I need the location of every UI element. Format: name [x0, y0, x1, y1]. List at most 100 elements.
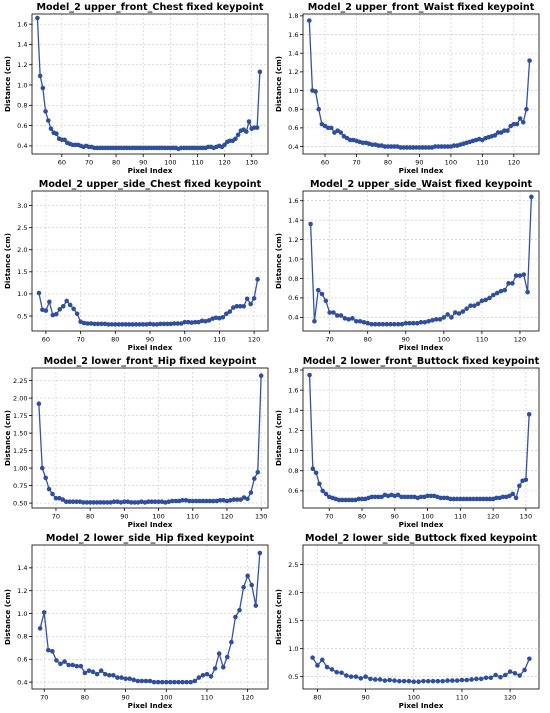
data-point	[192, 678, 198, 684]
data-point	[492, 133, 498, 138]
y-tick-label: 1.0	[288, 87, 298, 95]
y-tick-label: 0.5	[288, 673, 298, 681]
data-point	[85, 321, 90, 326]
data-point	[36, 401, 42, 407]
data-point	[169, 498, 175, 504]
data-point	[520, 119, 526, 125]
y-tick-label: 1.6	[17, 20, 27, 28]
data-point	[188, 679, 193, 685]
data-point	[200, 498, 206, 504]
data-point	[432, 144, 438, 149]
x-tick-label: 120	[504, 694, 516, 702]
data-point	[161, 321, 167, 327]
x-axis-label: Pixel Index	[399, 701, 444, 709]
data-point	[500, 494, 506, 500]
data-point	[230, 305, 236, 310]
data-point	[448, 496, 453, 502]
x-tick-label: 90	[120, 513, 128, 521]
data-point	[43, 475, 48, 481]
data-point	[403, 320, 409, 326]
data-point	[204, 671, 210, 677]
data-point	[401, 678, 407, 684]
data-point	[342, 316, 348, 321]
y-tick-label: 0.6	[17, 656, 27, 664]
data-point	[109, 322, 115, 327]
data-point	[130, 322, 135, 327]
data-point	[237, 607, 242, 613]
x-tick-label: 80	[81, 694, 89, 702]
data-point	[217, 315, 222, 321]
data-point	[244, 129, 249, 134]
x-tick-label: 120	[221, 513, 233, 521]
data-point	[137, 322, 142, 327]
y-tick-label: 2.0	[17, 246, 27, 254]
data-point	[441, 495, 447, 501]
data-point	[48, 126, 54, 131]
data-point	[62, 659, 67, 664]
y-tick-label: 1.5	[17, 268, 27, 276]
data-point	[418, 494, 424, 500]
chart-title: Model_2 upper_side_Chest fixed keypoint	[39, 179, 262, 190]
data-point	[464, 677, 470, 683]
data-point	[356, 496, 362, 502]
data-point	[81, 320, 87, 326]
data-point	[106, 322, 111, 327]
data-point	[257, 69, 263, 75]
data-point	[116, 322, 122, 327]
y-axis-label: Distance (cm)	[274, 233, 283, 289]
data-point	[445, 312, 450, 317]
data-point	[441, 315, 447, 320]
data-point	[200, 672, 206, 678]
x-axis-label: Pixel Index	[128, 343, 173, 352]
chart-title: Model_2 lower_front_Buttock fixed keypoi…	[303, 356, 540, 367]
y-tick-label: 0.4	[17, 678, 27, 686]
data-point	[94, 671, 100, 677]
data-point	[329, 125, 334, 131]
data-point	[77, 499, 83, 505]
data-point	[319, 291, 325, 297]
chart-title: Model_2 upper_front_Chest fixed keypoint	[37, 2, 264, 13]
data-point	[168, 679, 173, 685]
data-point	[84, 500, 90, 505]
chart-panel-2: Model_2 upper_side_Chest fixed keypoint 6…	[3, 179, 269, 352]
data-point	[74, 499, 79, 505]
data-point	[350, 316, 355, 321]
data-point	[307, 372, 312, 378]
data-point	[190, 498, 196, 504]
data-point	[172, 679, 177, 685]
data-point	[469, 677, 474, 682]
plot-frame	[31, 544, 269, 690]
data-point	[425, 493, 430, 499]
y-tick-label: 1.6	[288, 31, 298, 39]
data-point	[168, 321, 174, 327]
data-point	[185, 319, 191, 325]
x-tick-label: 110	[454, 513, 466, 521]
y-tick-label: 1.6	[288, 197, 298, 205]
data-point	[107, 672, 112, 678]
data-point	[399, 494, 404, 500]
data-point	[224, 311, 229, 317]
data-point	[521, 272, 527, 277]
y-tick-label: 1.8	[288, 366, 298, 374]
data-point	[529, 194, 534, 200]
data-point	[514, 121, 520, 127]
data-point	[53, 495, 59, 501]
data-point	[229, 639, 234, 645]
data-point	[74, 663, 80, 669]
plot-frame	[302, 13, 540, 155]
data-point	[458, 496, 463, 502]
x-axis-label: Pixel Index	[128, 520, 173, 529]
data-point	[166, 499, 172, 505]
data-point	[66, 662, 71, 668]
chart-title: Model_2 upper_side_Waist fixed keypoint	[310, 179, 532, 190]
y-axis-label: Distance (cm)	[274, 410, 283, 466]
data-point	[505, 128, 510, 133]
data-point	[159, 679, 165, 685]
data-point	[235, 132, 241, 138]
chart-panel-6: Model_2 lower_side_Hip fixed keypoint 70 8…	[3, 533, 269, 710]
chart-panel-7: Model_2 lower_side_Buttock fixed keypoin…	[274, 533, 540, 710]
data-point	[388, 321, 393, 327]
data-point	[327, 310, 332, 315]
data-point	[456, 311, 462, 316]
chart-panel-5: Model_2 lower_front_Buttock fixed keypoi…	[274, 356, 540, 529]
